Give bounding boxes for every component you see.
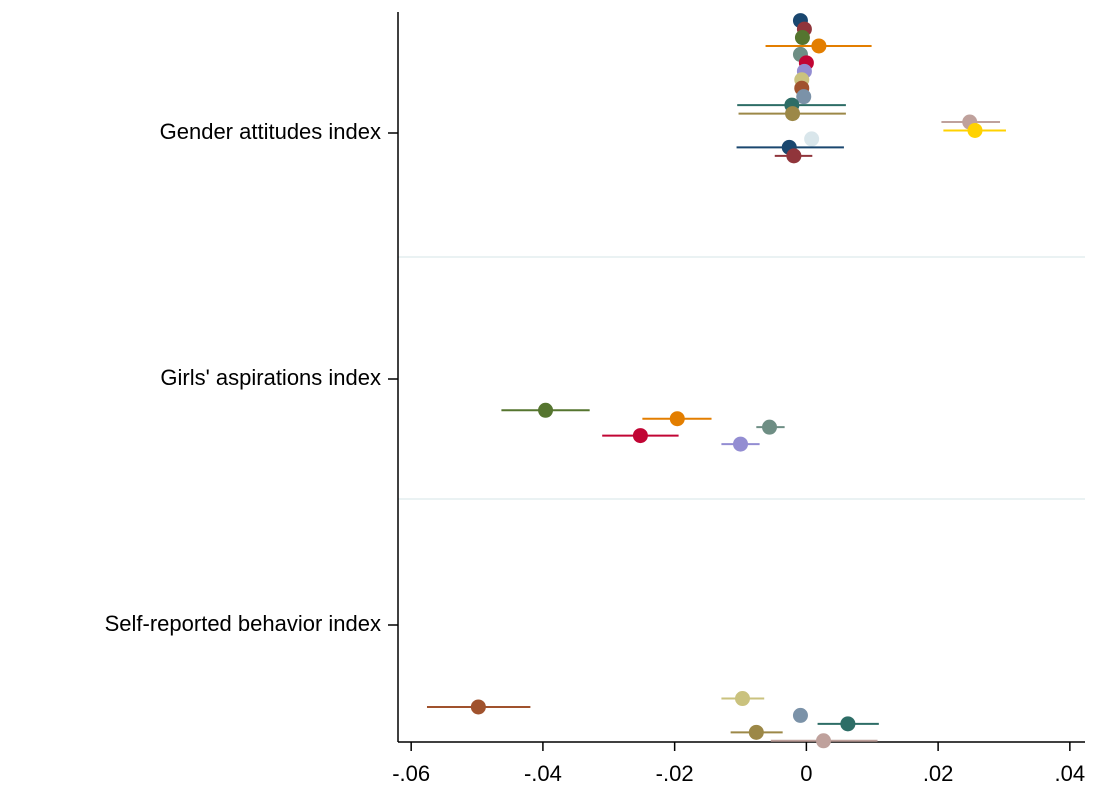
x-tick-label: -.02 <box>656 761 694 786</box>
point-estimate <box>748 724 764 740</box>
point-estimate <box>538 402 554 418</box>
point-estimate <box>669 411 685 427</box>
point-estimate <box>632 428 648 444</box>
x-tick-label: -.06 <box>392 761 430 786</box>
point-estimate <box>785 106 801 122</box>
point-estimate <box>786 148 802 164</box>
x-tick-label: .04 <box>1055 761 1086 786</box>
y-tick-label: Self-reported behavior index <box>105 611 381 636</box>
point-estimate <box>470 699 486 715</box>
point-estimate <box>796 89 812 105</box>
point-estimate <box>734 691 750 707</box>
point-estimate <box>811 38 827 54</box>
y-tick-label: Gender attitudes index <box>160 119 381 144</box>
point-estimate <box>816 733 832 749</box>
point-estimate <box>733 436 749 452</box>
point-estimate <box>840 716 856 732</box>
point-estimate <box>794 30 810 46</box>
point-estimate <box>792 707 808 723</box>
y-tick-label: Girls' aspirations index <box>160 365 381 390</box>
point-estimate <box>967 122 983 138</box>
x-tick-label: 0 <box>800 761 812 786</box>
x-tick-label: .02 <box>923 761 954 786</box>
x-tick-label: -.04 <box>524 761 562 786</box>
point-estimate <box>761 419 777 435</box>
point-estimate <box>804 131 820 147</box>
